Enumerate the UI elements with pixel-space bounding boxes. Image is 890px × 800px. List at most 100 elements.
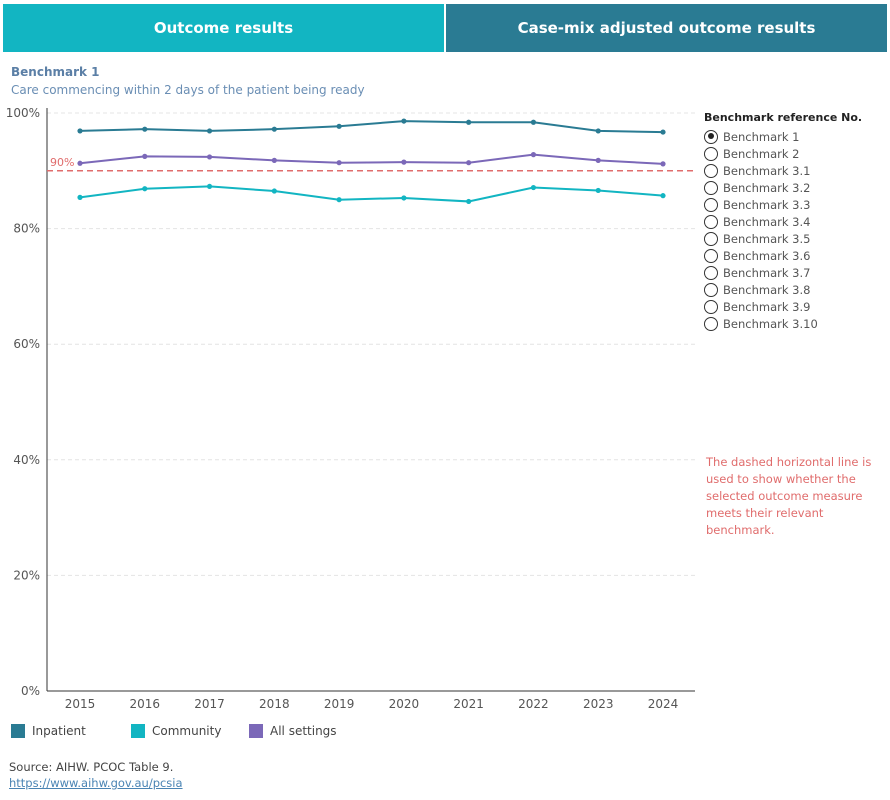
radio-circle-icon[interactable] xyxy=(704,180,718,195)
radio-option-label: Benchmark 3.6 xyxy=(723,248,811,263)
radio-option[interactable]: Benchmark 3.3 xyxy=(704,196,818,213)
legend-swatch-inpatient xyxy=(11,724,25,738)
series-line xyxy=(79,153,664,165)
data-point xyxy=(466,160,472,166)
radio-option-label: Benchmark 3.7 xyxy=(723,265,811,280)
radio-circle-icon[interactable] xyxy=(704,146,718,161)
data-point xyxy=(530,119,537,125)
radio-option-label: Benchmark 1 xyxy=(723,129,800,144)
x-tick-label: 2020 xyxy=(389,697,420,711)
data-point xyxy=(206,183,213,190)
radio-option-label: Benchmark 3.8 xyxy=(723,282,811,297)
data-point xyxy=(660,193,666,199)
radio-circle-icon[interactable] xyxy=(704,299,718,314)
radio-option-label: Benchmark 3.9 xyxy=(723,299,811,314)
radio-circle-icon[interactable] xyxy=(704,316,718,331)
radio-option[interactable]: Benchmark 3.8 xyxy=(704,281,818,298)
radio-option[interactable]: Benchmark 1 xyxy=(704,128,818,145)
radio-option-label: Benchmark 3.10 xyxy=(723,316,818,331)
radio-option-label: Benchmark 3.2 xyxy=(723,180,811,195)
data-point xyxy=(401,118,407,124)
data-point xyxy=(530,184,537,191)
data-point xyxy=(466,198,472,205)
data-point xyxy=(660,129,666,135)
radio-option-label: Benchmark 3.3 xyxy=(723,197,811,212)
data-point xyxy=(595,128,601,134)
radio-option[interactable]: Benchmark 3.6 xyxy=(704,247,818,264)
radio-option[interactable]: Benchmark 3.1 xyxy=(704,162,818,179)
data-point xyxy=(77,128,83,134)
benchmark-subtitle: Care commencing within 2 days of the pat… xyxy=(11,83,365,97)
series-line xyxy=(79,185,664,203)
tab-outcome-results[interactable]: Outcome results xyxy=(3,4,444,52)
radio-option[interactable]: Benchmark 3.7 xyxy=(704,264,818,281)
y-tick-label: 0% xyxy=(21,684,40,698)
x-tick-label: 2017 xyxy=(194,697,225,711)
data-point xyxy=(595,187,601,194)
line-chart: 0% 20% 40% 60% 80% 100% 2015 2016 2017 2018 2019 20… xyxy=(6,106,695,711)
radio-option[interactable]: Benchmark 2 xyxy=(704,145,818,162)
source-link[interactable]: https://www.aihw.gov.au/pcsia xyxy=(9,776,183,790)
radio-circle-icon[interactable] xyxy=(704,129,718,144)
data-point xyxy=(336,123,342,129)
radio-circle-icon[interactable] xyxy=(704,214,718,229)
y-tick-label: 60% xyxy=(13,337,40,351)
x-tick-label: 2021 xyxy=(453,697,484,711)
legend-swatch-community xyxy=(131,724,145,738)
chart-legend: Inpatient Community All settings xyxy=(11,724,337,738)
series-line xyxy=(79,120,664,134)
benchmark-label: 90% xyxy=(50,156,74,169)
radio-circle-icon[interactable] xyxy=(704,248,718,263)
legend-label-all-settings: All settings xyxy=(270,724,337,738)
data-point xyxy=(206,154,213,160)
reference-title: Benchmark reference No. xyxy=(704,111,863,124)
radio-option[interactable]: Benchmark 3.4 xyxy=(704,213,818,230)
radio-option-label: Benchmark 2 xyxy=(723,146,800,161)
radio-option[interactable]: Benchmark 3.10 xyxy=(704,315,818,332)
radio-circle-icon[interactable] xyxy=(704,282,718,297)
legend-item-all-settings[interactable]: All settings xyxy=(249,724,337,738)
data-point xyxy=(142,126,148,132)
tab-case-mix-adjusted[interactable]: Case-mix adjusted outcome results xyxy=(446,4,887,52)
y-tick-label: 20% xyxy=(13,568,40,582)
y-tick-label: 80% xyxy=(13,222,40,236)
data-point xyxy=(142,186,148,192)
y-tick-label: 100% xyxy=(6,106,40,120)
data-point xyxy=(271,157,277,163)
data-point xyxy=(206,128,213,134)
benchmark-title: Benchmark 1 xyxy=(11,65,100,79)
x-tick-label: 2023 xyxy=(583,697,614,711)
benchmark-radio-group: Benchmark 1 Benchmark 2 Benchmark 3.1 Bench… xyxy=(704,128,818,332)
legend-label-inpatient: Inpatient xyxy=(32,724,86,738)
x-tick-label: 2015 xyxy=(65,697,96,711)
x-tick-label: 2024 xyxy=(648,697,679,711)
x-tick-label: 2019 xyxy=(324,697,355,711)
data-point xyxy=(466,119,472,125)
data-point xyxy=(595,157,601,163)
y-tick-label: 40% xyxy=(13,453,40,467)
x-tick-label: 2016 xyxy=(130,697,161,711)
data-point xyxy=(401,159,407,165)
data-point xyxy=(530,152,537,158)
radio-option[interactable]: Benchmark 3.2 xyxy=(704,179,818,196)
benchmark-note: The dashed horizontal line is used to sh… xyxy=(706,455,872,537)
data-point xyxy=(77,160,83,166)
x-tick-label: 2022 xyxy=(518,697,549,711)
data-point xyxy=(271,188,277,194)
data-point xyxy=(271,126,277,132)
radio-circle-icon[interactable] xyxy=(704,265,718,280)
legend-swatch-all-settings xyxy=(249,724,263,738)
radio-circle-icon[interactable] xyxy=(704,163,718,178)
legend-item-inpatient[interactable]: Inpatient xyxy=(11,724,131,738)
radio-option-label: Benchmark 3.1 xyxy=(723,163,811,178)
radio-circle-icon[interactable] xyxy=(704,231,718,246)
x-tick-label: 2018 xyxy=(259,697,290,711)
legend-item-community[interactable]: Community xyxy=(131,724,249,738)
data-point xyxy=(142,153,148,159)
radio-circle-icon[interactable] xyxy=(704,197,718,212)
data-point xyxy=(401,195,407,201)
legend-label-community: Community xyxy=(152,724,222,738)
radio-option[interactable]: Benchmark 3.5 xyxy=(704,230,818,247)
data-point xyxy=(336,160,342,166)
radio-option[interactable]: Benchmark 3.9 xyxy=(704,298,818,315)
